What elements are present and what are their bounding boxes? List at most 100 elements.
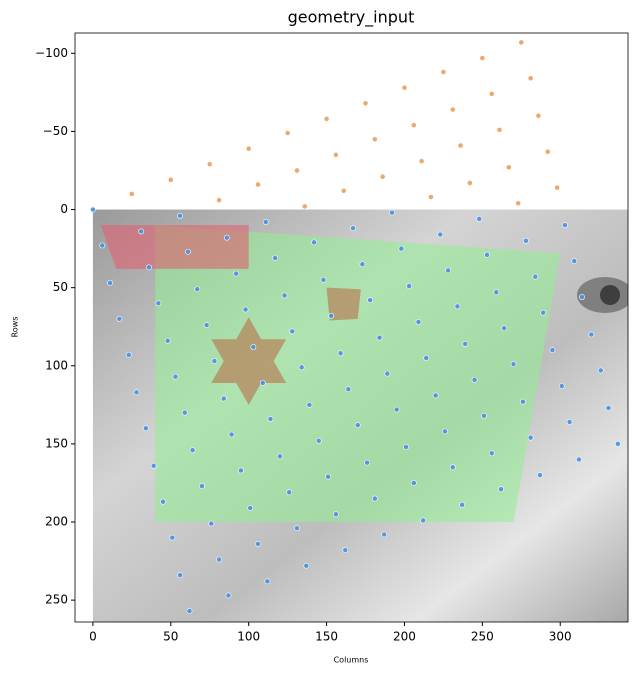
point — [250, 344, 257, 350]
x-tick-label: 200 — [393, 630, 416, 644]
point — [350, 225, 356, 232]
x-tick-label: 100 — [237, 630, 260, 644]
x-axis-label: Columns — [334, 656, 369, 665]
point — [281, 292, 288, 299]
point — [371, 495, 378, 502]
point — [242, 306, 249, 313]
point — [264, 578, 271, 585]
point — [128, 191, 135, 197]
y-tick-label: −50 — [43, 124, 68, 138]
point — [415, 319, 422, 325]
point — [442, 428, 448, 435]
point — [342, 547, 349, 554]
point — [220, 395, 227, 402]
point — [138, 228, 145, 235]
point — [233, 270, 240, 277]
shape — [100, 225, 249, 269]
point — [493, 289, 500, 296]
point — [527, 75, 534, 82]
point — [437, 231, 444, 238]
point — [90, 206, 96, 213]
point — [245, 145, 252, 152]
y-tick-label: 100 — [45, 358, 68, 372]
point — [454, 303, 461, 310]
point — [510, 361, 517, 368]
y-tick-label: −100 — [35, 46, 68, 60]
y-tick-label: 250 — [45, 593, 68, 607]
point — [484, 251, 490, 258]
point — [294, 525, 300, 532]
point — [328, 312, 335, 319]
point — [155, 300, 162, 307]
point — [549, 347, 556, 354]
point — [614, 440, 621, 447]
point — [393, 406, 400, 413]
point — [558, 383, 565, 389]
point — [466, 180, 473, 186]
point — [554, 184, 561, 191]
point — [410, 122, 417, 129]
y-axis-label: Rows — [11, 317, 20, 338]
point — [518, 39, 525, 46]
point — [259, 380, 266, 386]
point — [169, 534, 176, 541]
point — [337, 350, 344, 357]
point — [306, 401, 313, 408]
point — [379, 173, 386, 180]
point — [340, 187, 347, 194]
x-tick-label: 150 — [315, 630, 338, 644]
point — [362, 100, 369, 107]
point — [185, 248, 191, 255]
point — [172, 373, 179, 380]
point — [311, 239, 318, 246]
point — [294, 167, 300, 174]
point — [216, 556, 222, 563]
point — [333, 511, 339, 518]
point — [540, 309, 547, 316]
point — [471, 376, 478, 383]
point — [333, 151, 339, 158]
point — [211, 358, 218, 364]
point — [406, 283, 413, 289]
point — [298, 364, 305, 371]
point — [505, 164, 512, 171]
point — [286, 489, 293, 496]
y-tick-label: 50 — [53, 280, 68, 294]
point — [423, 355, 430, 361]
point — [371, 136, 378, 143]
point — [403, 444, 409, 450]
point — [457, 142, 464, 149]
point — [562, 222, 568, 229]
point — [177, 212, 184, 219]
point — [116, 316, 123, 322]
point — [384, 370, 391, 377]
point — [389, 209, 395, 216]
x-tick-label: 50 — [163, 630, 178, 644]
point — [181, 409, 188, 416]
point — [481, 412, 487, 419]
point — [537, 472, 543, 479]
point — [519, 398, 526, 405]
point — [186, 608, 193, 614]
point — [301, 203, 308, 210]
point — [515, 200, 522, 207]
point — [267, 415, 274, 422]
point — [237, 467, 244, 474]
point — [535, 112, 542, 119]
point — [315, 437, 322, 444]
point — [479, 55, 486, 61]
point — [208, 520, 215, 527]
point — [449, 106, 456, 113]
point — [247, 505, 254, 511]
point — [496, 126, 503, 133]
point — [203, 322, 210, 329]
point — [498, 486, 504, 493]
point — [194, 286, 201, 293]
point — [364, 459, 370, 466]
point — [354, 422, 361, 429]
point — [325, 473, 332, 480]
shape — [155, 225, 561, 523]
point — [262, 219, 269, 225]
